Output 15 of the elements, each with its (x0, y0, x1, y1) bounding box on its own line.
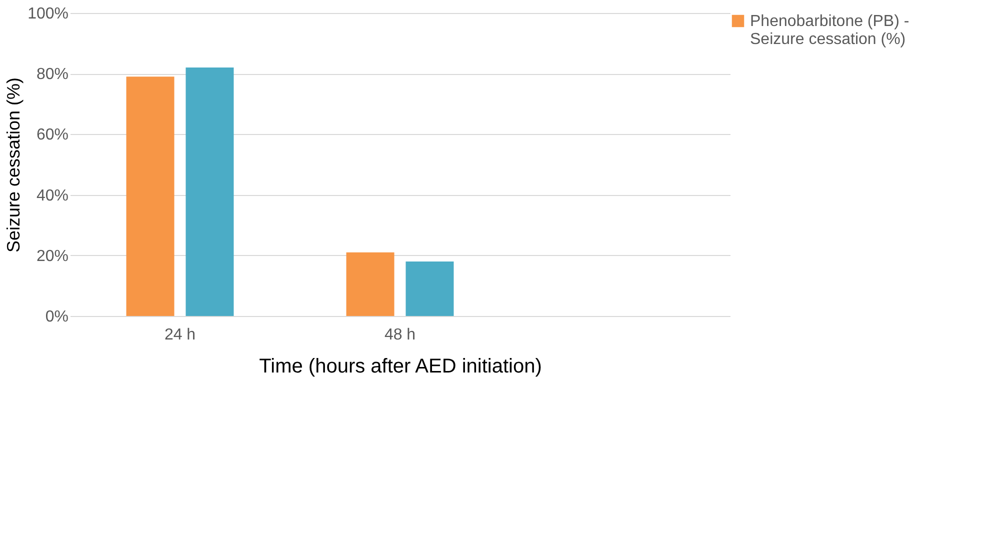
bar (406, 261, 454, 316)
y-tick-label: 80% (36, 66, 68, 84)
y-tick-label: 60% (36, 126, 68, 144)
x-tick-label: 24 h (164, 326, 196, 344)
legend-label: Phenobarbitone (PB) - Seizure cessation (%) (750, 13, 910, 48)
y-tick-label: 100% (28, 6, 68, 22)
y-tick-label: 20% (36, 248, 68, 265)
y-axis-title: Seizure cessation (%) (4, 77, 24, 253)
bar (126, 76, 174, 316)
y-tick-label: 0% (45, 308, 68, 326)
x-tick-label: 48 h (384, 326, 416, 344)
y-tick-label: 40% (36, 187, 68, 204)
bar (186, 68, 234, 316)
x-axis-title: Time (hours after AED initiation) (259, 356, 542, 378)
bar (346, 252, 394, 316)
